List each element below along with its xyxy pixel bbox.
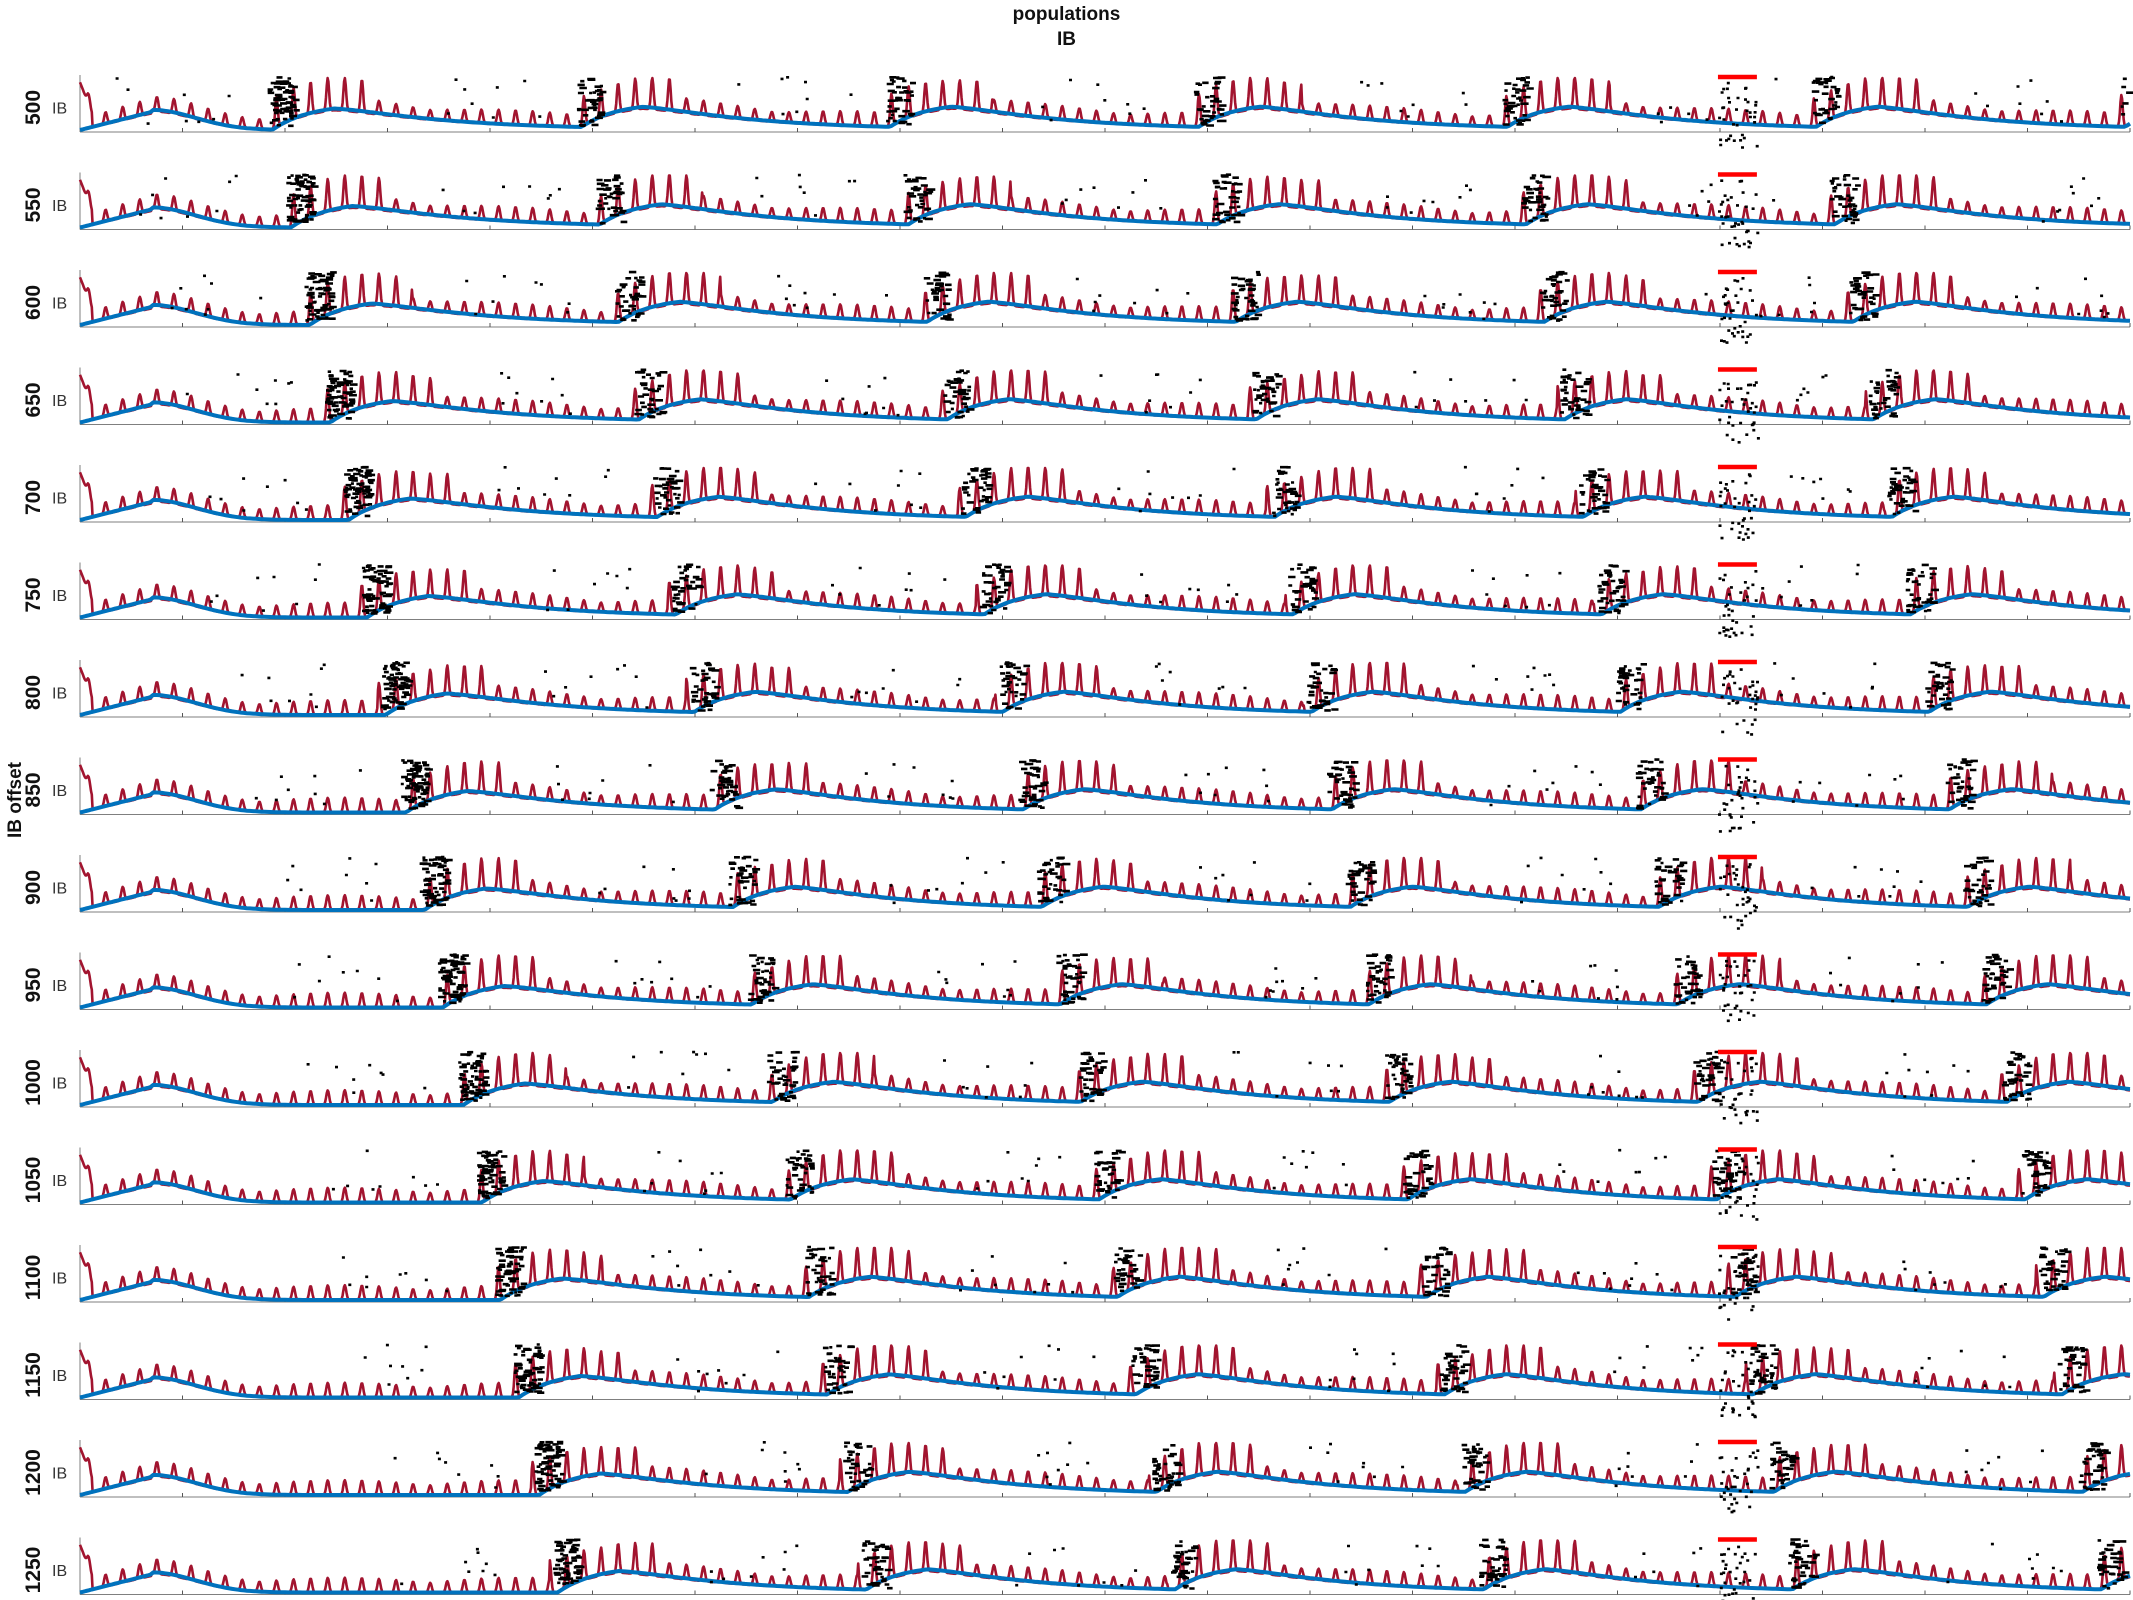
row-label-600: 600 xyxy=(22,285,45,320)
raster-spikes xyxy=(286,855,1995,930)
panel-label: IB xyxy=(52,101,67,118)
raster-spikes xyxy=(254,758,1978,833)
row-label-500: 500 xyxy=(22,90,45,125)
figure-title-line1: populations xyxy=(1012,4,1121,25)
blue-trace xyxy=(79,982,2131,1010)
raster-spikes xyxy=(209,563,1939,638)
blue-trace xyxy=(79,494,2131,522)
panel-950: 950 IB xyxy=(22,952,2131,1023)
blue-trace xyxy=(79,1372,2131,1400)
blue-trace xyxy=(79,299,2131,327)
raster-spikes xyxy=(139,173,2101,249)
panel-label: IB xyxy=(52,1271,67,1288)
row-label-950: 950 xyxy=(22,967,45,1002)
red-trace xyxy=(78,271,2131,327)
red-trace xyxy=(78,1246,2131,1302)
blue-trace xyxy=(79,202,2131,230)
panel-label: IB xyxy=(52,296,67,313)
blue-trace xyxy=(79,1274,2131,1302)
row-label-700: 700 xyxy=(22,480,45,515)
panel-label: IB xyxy=(52,881,67,898)
panel-label: IB xyxy=(52,1466,67,1483)
panel-1050: 1050 IB xyxy=(22,1147,2131,1221)
raster-spikes xyxy=(208,465,1920,541)
row-label-1150: 1150 xyxy=(22,1352,45,1398)
panel-550: 550 IB xyxy=(22,172,2131,249)
row-label-900: 900 xyxy=(22,870,45,905)
row-label-850: 850 xyxy=(22,772,45,807)
raster-spikes xyxy=(400,1538,2130,1600)
figure-title-line2: IB xyxy=(1057,29,1076,50)
panel-650: 650 IB xyxy=(22,367,2131,444)
panel-1000: 1000 IB xyxy=(22,1049,2131,1125)
row-label-1200: 1200 xyxy=(22,1449,45,1496)
blue-trace xyxy=(79,397,2131,425)
panel-label: IB xyxy=(52,686,67,703)
row-label-1100: 1100 xyxy=(22,1255,45,1301)
raster-spikes xyxy=(393,1440,2111,1514)
panel-1100: 1100 IB xyxy=(22,1244,2131,1321)
row-label-1050: 1050 xyxy=(22,1157,45,1204)
raster-spikes xyxy=(240,661,1956,736)
panel-label: IB xyxy=(52,198,67,215)
panel-850: 850 IB xyxy=(22,757,2131,833)
row-label-750: 750 xyxy=(22,577,45,612)
row-label-1000: 1000 xyxy=(22,1059,45,1106)
panel-1250: 1250 IB xyxy=(22,1537,2131,1600)
red-trace xyxy=(78,856,2131,912)
panel-label: IB xyxy=(52,783,67,800)
red-trace xyxy=(78,1441,2131,1497)
panel-700: 700 IB xyxy=(22,464,2131,541)
panel-1200: 1200 IB xyxy=(22,1439,2131,1514)
blue-trace xyxy=(79,1469,2131,1497)
panel-500: 500 IB xyxy=(22,74,2133,149)
blue-trace xyxy=(79,884,2131,912)
raster-spikes xyxy=(331,1148,2052,1221)
panel-label: IB xyxy=(52,1563,67,1580)
raster-spikes xyxy=(170,270,2110,344)
raster-spikes xyxy=(293,953,2014,1023)
panel-label: IB xyxy=(52,978,67,995)
panel-600: 600 IB xyxy=(22,269,2131,344)
blue-trace xyxy=(79,592,2131,620)
raster-spikes xyxy=(115,75,2133,149)
panel-label: IB xyxy=(52,1173,67,1190)
raster-spikes xyxy=(306,1050,2033,1125)
raster-spikes xyxy=(185,368,1901,444)
blue-trace xyxy=(79,689,2131,717)
panel-900: 900 IB xyxy=(22,854,2131,930)
row-label-550: 550 xyxy=(22,187,45,222)
blue-trace xyxy=(79,104,2132,132)
row-label-650: 650 xyxy=(22,382,45,417)
blue-trace xyxy=(79,1567,2131,1595)
panel-label: IB xyxy=(52,393,67,410)
blue-trace xyxy=(79,787,2131,815)
red-trace xyxy=(78,1344,2131,1399)
panel-label: IB xyxy=(52,1076,67,1093)
panel-750: 750 IB xyxy=(22,562,2131,638)
raster-spikes xyxy=(363,1343,2091,1419)
blue-trace xyxy=(79,1177,2131,1205)
panel-label: IB xyxy=(52,1368,67,1385)
panel-1150: 1150 IB xyxy=(22,1342,2131,1419)
panel-label: IB xyxy=(52,588,67,605)
panel-800: 800 IB xyxy=(22,659,2131,736)
panel-label: IB xyxy=(52,491,67,508)
red-trace xyxy=(78,954,2131,1009)
row-label-800: 800 xyxy=(22,675,45,710)
row-label-1250: 1250 xyxy=(22,1547,45,1594)
blue-trace xyxy=(79,1079,2131,1107)
raster-spikes xyxy=(341,1245,2072,1321)
